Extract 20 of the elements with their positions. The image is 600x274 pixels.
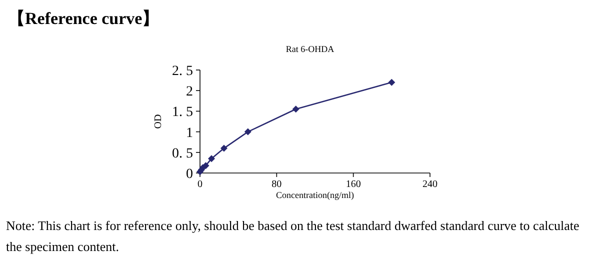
point bbox=[202, 162, 210, 170]
x-tick-label: 80 bbox=[272, 179, 282, 190]
point bbox=[220, 144, 228, 152]
x-tick-label: 160 bbox=[346, 179, 361, 190]
chart-subtitle: Rat 6-OHDA bbox=[286, 44, 335, 54]
point bbox=[388, 78, 396, 86]
x-tick-label: 240 bbox=[422, 179, 438, 190]
y-tick-label: 2. 5 bbox=[172, 64, 193, 79]
point bbox=[208, 155, 215, 162]
x-tick-label: 0 bbox=[198, 179, 202, 190]
point bbox=[292, 106, 300, 113]
point bbox=[244, 128, 252, 136]
text: Note: This chart is for reference only, should be based on the test standard dwarfed standard curve to calculate the specimen content. bbox=[6, 217, 580, 256]
chart-title: 【Reference curve】 bbox=[8, 9, 160, 28]
y-tick-label: 1 bbox=[186, 126, 193, 141]
y-tick-label: 0. 5 bbox=[172, 146, 193, 162]
y-axis-title: OD bbox=[153, 114, 164, 129]
y-tick-label: 1. 5 bbox=[172, 105, 193, 120]
y-tick-label: 2 bbox=[186, 84, 193, 100]
x-axis-title: Concentration(ng/ml) bbox=[276, 190, 354, 200]
